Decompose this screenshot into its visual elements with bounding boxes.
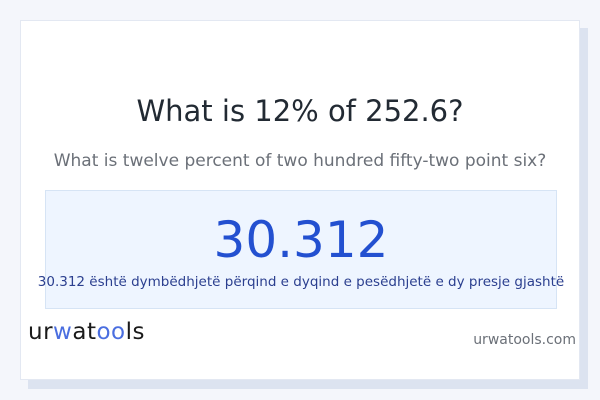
page-subtitle: What is twelve percent of two hundred fi… — [53, 151, 547, 171]
site-url: urwatools.com — [473, 332, 576, 348]
result-words: 30.312 është dymbëdhjetë përqind e dyqin… — [37, 274, 565, 290]
result-card: What is 12% of 252.6? What is twelve per… — [20, 20, 580, 380]
result-value: 30.312 — [213, 211, 389, 269]
urwatools-logo: urwatools — [28, 319, 146, 345]
page-title: What is 12% of 252.6? — [136, 94, 464, 128]
result-box: 30.312 30.312 është dymbëdhjetë përqind … — [38, 190, 564, 309]
